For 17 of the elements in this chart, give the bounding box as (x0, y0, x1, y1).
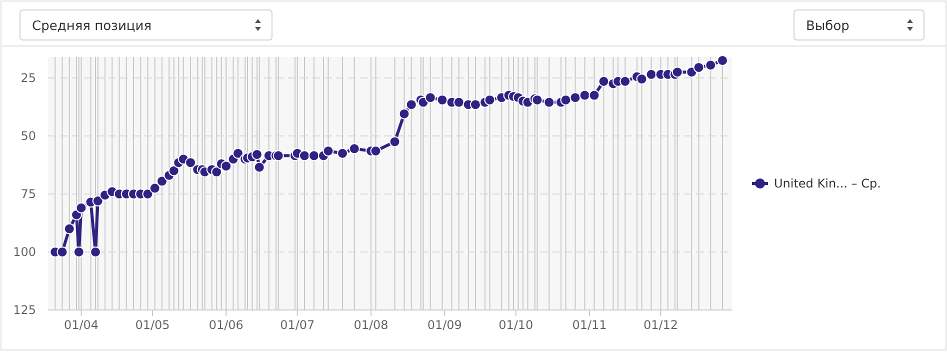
x-tick-label: 01/12 (643, 318, 678, 332)
x-tick-label: 01/09 (427, 318, 462, 332)
x-tick-label: 01/04 (64, 318, 99, 332)
x-tick-label: 01/06 (208, 318, 244, 332)
x-tick-label: 01/05 (135, 318, 170, 332)
y-tick-label: 100 (13, 244, 36, 259)
x-tick-label: 01/10 (498, 318, 534, 332)
legend-label: United Kin... – Ср. (774, 176, 881, 190)
x-tick-label: 01/07 (280, 318, 315, 332)
y-tick-label: 125 (13, 303, 36, 317)
x-tick-label: 01/11 (572, 318, 607, 332)
y-tick-label: 25 (20, 70, 36, 85)
x-tick-label: 01/08 (354, 318, 388, 332)
text: Средняя позиция (32, 19, 152, 34)
text: Выбор (806, 19, 850, 34)
y-tick-label: 50 (20, 128, 36, 143)
y-tick-label: 75 (20, 186, 36, 201)
